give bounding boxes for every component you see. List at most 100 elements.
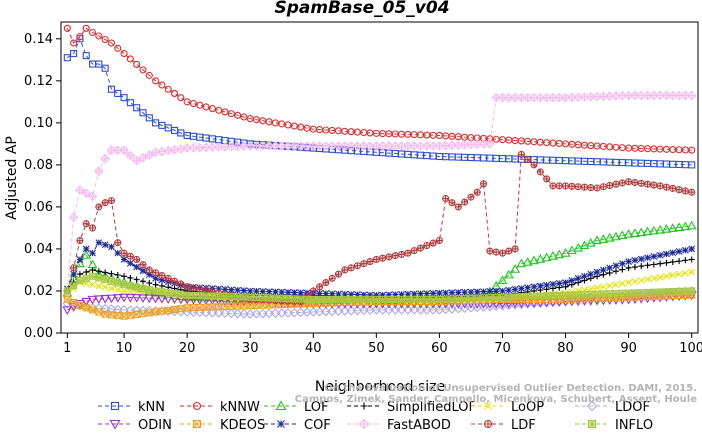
point-cof	[234, 286, 241, 294]
x-tick-label: 50	[368, 341, 385, 356]
point-cof	[442, 289, 450, 297]
x-tick-label: 1	[63, 341, 71, 356]
point-lof	[503, 269, 514, 279]
x-axis: 1 10 20 30 40 50 60 70 80 90 100	[63, 333, 702, 356]
point-cof	[650, 253, 658, 260]
point-inflo	[467, 294, 475, 302]
point-lof	[636, 227, 647, 237]
point-cof	[259, 288, 267, 295]
point-simplifiedlof	[152, 281, 159, 288]
legend-label-lof: LOF	[304, 400, 329, 415]
point-inflo	[177, 290, 185, 298]
point-lof	[579, 240, 590, 250]
point-inflo	[290, 295, 298, 303]
point-knnw	[240, 113, 248, 121]
point-loop	[606, 282, 614, 290]
point-knnw	[120, 49, 128, 58]
point-cof	[549, 280, 557, 288]
point-ldof	[100, 303, 110, 314]
point-ldf	[152, 269, 160, 277]
point-ldof	[213, 308, 224, 318]
point-lof	[554, 249, 565, 259]
point-knnw	[139, 66, 147, 74]
legend-item-ldof: LDOF	[575, 400, 650, 415]
point-ldf	[599, 183, 607, 191]
point-odin	[112, 294, 123, 303]
point-inflo	[88, 272, 97, 280]
point-cof	[253, 287, 260, 295]
point-ldof	[428, 305, 438, 315]
point-odin	[156, 294, 167, 304]
x-tick-label: 70	[494, 341, 511, 356]
point-lof	[598, 234, 609, 243]
point-loop	[593, 284, 601, 292]
point-lof	[74, 258, 85, 268]
point-ldof	[377, 305, 388, 315]
point-ldof	[371, 305, 382, 315]
point-odin	[131, 294, 142, 303]
point-loop	[637, 277, 645, 284]
point-ldf	[398, 250, 406, 258]
point-lof	[661, 224, 672, 233]
point-knn	[70, 49, 78, 58]
point-cof	[644, 254, 651, 262]
point-inflo	[398, 295, 406, 303]
point-cof	[581, 272, 588, 280]
point-lof	[81, 250, 92, 259]
point-simplifiedlof	[83, 269, 90, 276]
point-ldf	[549, 182, 557, 190]
point-cof	[637, 255, 645, 263]
point-cof	[139, 267, 147, 275]
point-cof	[600, 266, 607, 274]
point-cof	[492, 287, 500, 295]
point-fastabod	[485, 139, 495, 149]
point-simplifiedlof	[625, 264, 632, 271]
point-cof	[480, 288, 487, 295]
point-fastabod	[75, 185, 85, 195]
legend-label-odin: ODIN	[138, 418, 172, 433]
point-ldf	[568, 182, 576, 190]
point-ldf	[612, 180, 620, 188]
point-cof	[101, 241, 109, 249]
point-ldf	[643, 180, 652, 188]
point-inflo	[448, 295, 456, 303]
legend-label-simplifiedlof: SimplifiedLOF	[387, 400, 476, 415]
point-ldf	[196, 285, 204, 293]
point-inflo	[517, 293, 525, 301]
point-fastabod	[94, 166, 104, 176]
legend-label-inflo: INFLO	[615, 418, 653, 433]
point-inflo	[63, 287, 71, 295]
point-ldf	[76, 236, 84, 245]
point-cof	[120, 256, 128, 263]
point-inflo	[486, 294, 494, 302]
point-knnw	[215, 106, 223, 114]
point-simplifiedlof	[613, 268, 620, 275]
point-kdeos	[170, 305, 179, 314]
point-cof	[536, 282, 544, 290]
point-inflo	[625, 289, 633, 297]
point-inflo	[379, 295, 387, 303]
legend-label-loop: LoOP	[511, 400, 544, 415]
point-inflo	[183, 291, 191, 299]
point-lof	[497, 275, 508, 285]
point-ldf	[114, 239, 122, 247]
point-knn	[114, 89, 122, 97]
point-inflo	[152, 287, 160, 295]
point-simplifiedlof	[108, 270, 115, 277]
point-inflo	[606, 290, 614, 298]
point-lof	[680, 221, 691, 231]
point-lof	[592, 235, 603, 245]
point-ldf	[587, 184, 595, 192]
point-inflo	[530, 292, 538, 300]
point-cof	[618, 260, 626, 268]
point-loop	[625, 279, 633, 286]
point-ldf	[158, 272, 166, 280]
x-tick-label: 60	[431, 341, 448, 356]
point-ldf	[688, 188, 696, 196]
point-inflo	[82, 274, 90, 282]
point-ldf	[681, 187, 689, 195]
point-cof	[555, 280, 563, 287]
point-inflo	[385, 295, 393, 303]
point-ldof	[201, 307, 211, 318]
y-tick-label: 0.14	[24, 32, 53, 47]
